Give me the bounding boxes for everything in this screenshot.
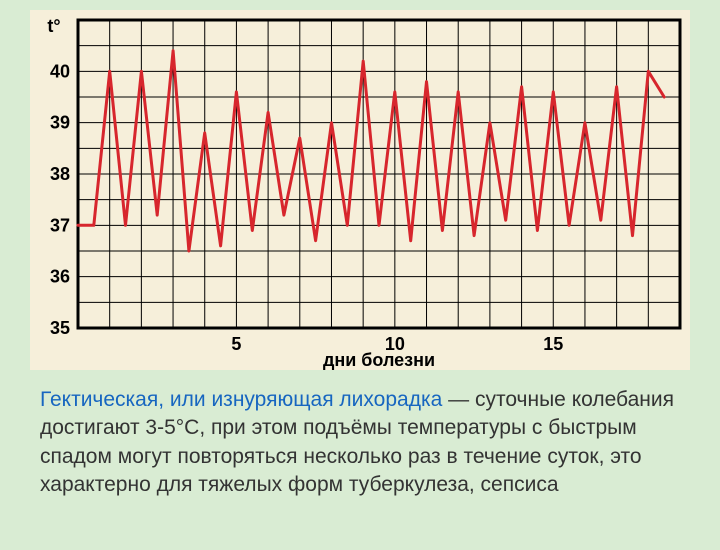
caption: Гектическая, или изнуряющая лихорадка — … bbox=[40, 386, 680, 499]
svg-text:дни болезни: дни болезни bbox=[323, 350, 435, 370]
caption-lead: Гектическая, или изнуряющая лихорадка bbox=[40, 388, 442, 411]
temperature-chart: 353637383940t°51015дни болезни bbox=[30, 10, 690, 370]
svg-text:15: 15 bbox=[543, 334, 563, 354]
chart-svg: 353637383940t°51015дни болезни bbox=[30, 10, 690, 370]
svg-text:36: 36 bbox=[50, 267, 70, 287]
svg-text:t°: t° bbox=[47, 16, 60, 36]
svg-text:35: 35 bbox=[50, 318, 70, 338]
svg-text:37: 37 bbox=[50, 215, 70, 235]
svg-text:39: 39 bbox=[50, 113, 70, 133]
svg-text:5: 5 bbox=[231, 334, 241, 354]
svg-text:38: 38 bbox=[50, 164, 70, 184]
svg-text:40: 40 bbox=[50, 61, 70, 81]
